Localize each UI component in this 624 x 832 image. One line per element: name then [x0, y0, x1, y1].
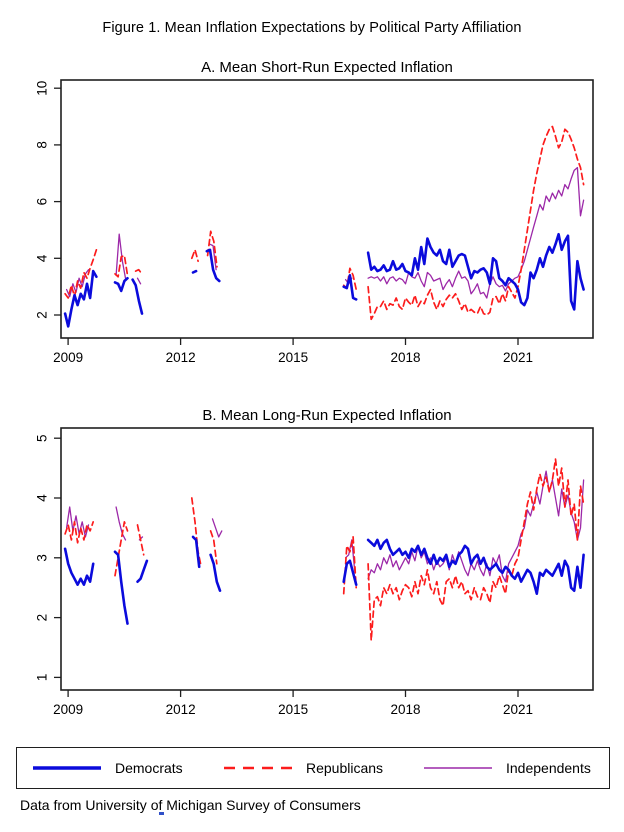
- legend-label-republicans: Republicans: [306, 760, 384, 776]
- stray-mark: [159, 812, 164, 815]
- series-democrats: [191, 535, 201, 569]
- series-democrats: [63, 547, 95, 586]
- series-independents: [367, 166, 585, 299]
- series-republicans: [190, 497, 203, 568]
- series-democrats: [342, 559, 358, 586]
- series-democrats: [131, 278, 144, 315]
- x-tick-label: 2012: [166, 350, 196, 365]
- source-note: Data from University of Michigan Survey …: [20, 797, 361, 813]
- series-democrats: [136, 559, 149, 583]
- y-tick-label: 4: [35, 494, 50, 502]
- series-republicans: [114, 254, 129, 278]
- panel-a-plot: 2009 2012 2015 2018 2021 2 4 6 8 10: [35, 79, 594, 365]
- series-independents: [211, 518, 223, 538]
- figure-title: Figure 1. Mean Inflation Expectations by…: [102, 20, 522, 36]
- x-tick-label: 2018: [390, 350, 420, 365]
- y-tick-label: 8: [35, 141, 50, 149]
- series-democrats: [113, 550, 129, 625]
- y-tick-label: 6: [35, 198, 50, 206]
- series-democrats: [366, 538, 585, 595]
- x-tick-label: 2012: [166, 702, 196, 717]
- y-tick-label: 5: [35, 434, 50, 442]
- legend-label-independents: Independents: [506, 760, 591, 776]
- legend-line-independents-icon: [424, 767, 492, 769]
- y-tick-label: 3: [35, 554, 50, 562]
- series-democrats: [342, 274, 358, 301]
- series-independents: [115, 506, 127, 541]
- series-independents: [65, 506, 90, 538]
- series-republicans: [64, 521, 95, 544]
- series-democrats: [209, 553, 222, 592]
- x-tick-label: 2018: [390, 702, 420, 717]
- legend-item-democrats: Democrats: [31, 748, 183, 788]
- x-tick-label: 2009: [53, 702, 83, 717]
- x-tick-label: 2009: [53, 350, 83, 365]
- series-independents: [136, 277, 142, 285]
- series-republicans: [64, 248, 98, 299]
- series-republicans: [134, 268, 143, 275]
- y-tick-label: 2: [35, 614, 50, 622]
- y-tick-label: 1: [35, 674, 50, 682]
- legend: Democrats Republicans Independents: [16, 747, 610, 789]
- y-tick-label: 4: [35, 254, 50, 262]
- series-democrats: [366, 232, 585, 311]
- series-republicans: [190, 248, 199, 263]
- series-democrats: [191, 269, 198, 274]
- series-democrats: [205, 248, 221, 283]
- x-tick-label: 2015: [278, 702, 308, 717]
- series-republicans: [136, 524, 145, 556]
- legend-item-republicans: Republicans: [222, 748, 383, 788]
- series-republicans: [114, 521, 129, 577]
- series-republicans: [342, 536, 358, 595]
- series-republicans: [367, 125, 585, 321]
- y-tick-label: 10: [35, 81, 50, 96]
- legend-label-democrats: Democrats: [115, 760, 183, 776]
- series-republicans: [209, 530, 218, 565]
- x-tick-label: 2015: [278, 350, 308, 365]
- panel-b-plot: 2009 2012 2015 2018 2021 1 2 3 4 5: [35, 427, 594, 717]
- legend-line-republicans-icon: [224, 766, 292, 770]
- plot-frame: [60, 427, 594, 691]
- plot-frame: [60, 79, 594, 339]
- panel-a-title: A. Mean Short-Run Expected Inflation: [201, 59, 453, 76]
- series-democrats: [63, 269, 98, 328]
- x-tick-label: 2021: [503, 702, 533, 717]
- legend-line-democrats-icon: [33, 766, 101, 770]
- series-independents: [115, 233, 127, 279]
- panel-b-title: B. Mean Long-Run Expected Inflation: [202, 407, 452, 424]
- series-independents: [209, 243, 217, 271]
- x-tick-label: 2021: [503, 350, 533, 365]
- series-independents: [344, 539, 356, 574]
- series-democrats: [113, 276, 129, 293]
- legend-item-independents: Independents: [422, 748, 591, 788]
- series-republicans: [206, 230, 218, 268]
- y-tick-label: 2: [35, 311, 50, 319]
- series-republicans: [367, 458, 585, 642]
